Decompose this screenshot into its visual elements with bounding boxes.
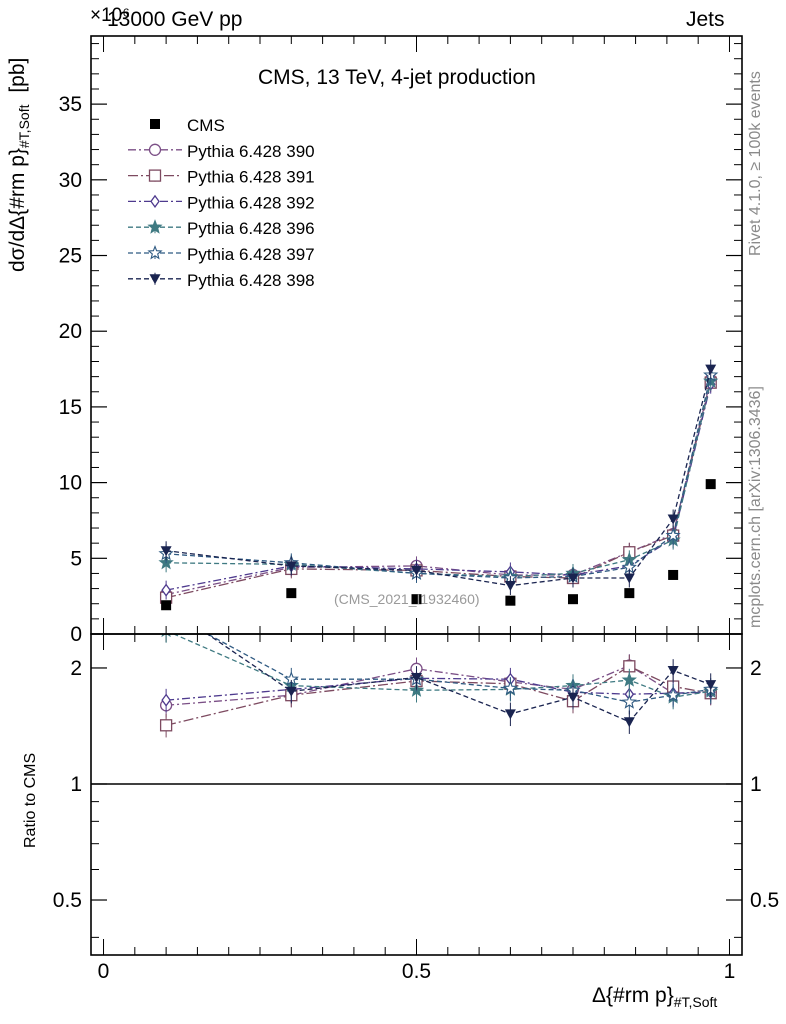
- cms-data-point: [161, 600, 172, 611]
- ratio-point: [705, 680, 717, 691]
- ratio-layer: [91, 634, 742, 785]
- legend-marker: [148, 169, 162, 182]
- ratio-line: [166, 677, 711, 701]
- ratio-point: [623, 717, 635, 728]
- ratio-y-tick-label: 1: [70, 773, 82, 796]
- data-point: [623, 573, 635, 584]
- x-tick-label: 0.5: [402, 960, 431, 983]
- ratio-line: [166, 664, 711, 706]
- main-plot-area: [158, 359, 719, 611]
- ratio-point: [411, 672, 422, 683]
- y-tick-label: 20: [59, 320, 82, 343]
- ratio-point: [161, 693, 171, 707]
- ratio-y-axis-label: Ratio to CMS: [22, 752, 39, 848]
- legend-cms-marker: [150, 119, 160, 129]
- cms-data-point: [286, 588, 297, 599]
- ratio-line: [206, 634, 711, 723]
- data-point: [411, 565, 422, 576]
- x-tick-label: 0: [98, 960, 110, 983]
- legend-marker: [150, 194, 160, 209]
- ratio-y-tick-label-right: 2: [750, 657, 762, 680]
- axis-ticks: 0 5 10 15 20 25 30 35 0 0.5 1 0.5 0.5 1 1 2 2: [53, 36, 779, 983]
- data-point: [665, 527, 681, 543]
- legend-label: Pythia 6.428 397: [187, 245, 315, 264]
- data-point: [285, 561, 297, 572]
- data-point: [161, 583, 171, 597]
- cms-data-point: [567, 594, 578, 605]
- ratio-point: [502, 680, 519, 695]
- legend-label: Pythia 6.428 398: [187, 271, 315, 290]
- x-tick-label: 1: [724, 960, 736, 983]
- ratio-y-tick-label-right: 1: [750, 773, 762, 796]
- data-point: [667, 514, 679, 525]
- y-axis-label-main: dσ/dΔ{#rm p}: [6, 148, 29, 272]
- y-tick-label: 0: [70, 623, 82, 646]
- y-tick-label: 10: [59, 472, 82, 495]
- data-point: [160, 546, 172, 557]
- ratio-point: [621, 672, 637, 687]
- ratio-point: [285, 686, 297, 697]
- series-line: [166, 374, 712, 579]
- series-cms-data: [161, 479, 716, 611]
- ratio-point: [665, 687, 681, 702]
- ratio-y-tick-label-right: 0.5: [750, 889, 779, 912]
- cms-data-point: [411, 594, 422, 605]
- y-axis-label-sub: #T,Soft: [16, 104, 33, 149]
- cms-data-point: [505, 595, 516, 606]
- y-tick-label: 35: [59, 93, 82, 116]
- legend-marker: [148, 143, 162, 156]
- data-point: [504, 581, 516, 592]
- cms-data-point: [705, 479, 716, 490]
- ratio-line: [172, 634, 711, 698]
- x-axis-label-main: Δ{#rm p}: [592, 984, 674, 1007]
- ratio-panel-frame: [90, 633, 743, 956]
- ratio-plot-area: [159, 634, 719, 738]
- cms-data-point: [624, 588, 635, 599]
- legend-marker: [147, 219, 163, 234]
- ratio-line: [206, 634, 711, 703]
- ratio-y-tick-label: 0.5: [53, 889, 82, 912]
- ratio-point: [567, 692, 579, 703]
- y-tick-label: 15: [59, 396, 82, 419]
- series-line: [166, 381, 712, 578]
- series-layer: [158, 359, 719, 611]
- ratio-point: [504, 709, 516, 720]
- ratio-series-391: [159, 654, 717, 738]
- mcplots-label: mcplots.cern.ch [arXiv:1306.3436]: [747, 386, 764, 628]
- legend-marker: [149, 274, 161, 285]
- x-axis-label: Δ{#rm p}#T,Soft: [592, 984, 717, 1010]
- legend-label: Pythia 6.428 390: [187, 142, 315, 161]
- legend: CMS Pythia 6.428 390 Pythia 6.428 391 Pythi…: [128, 116, 315, 290]
- rivet-label: Rivet 4.1.0, ≥ 100k events: [747, 71, 764, 256]
- process-label: 13000 GeV pp: [107, 8, 243, 31]
- legend-label: Pythia 6.428 392: [187, 193, 315, 212]
- y-axis-label: dσ/dΔ{#rm p}#T,Soft [pb]: [6, 58, 32, 272]
- data-point: [705, 364, 717, 375]
- y-axis-unit: [pb]: [6, 57, 29, 93]
- ratio-line: [165, 665, 711, 726]
- ratio-point: [159, 719, 173, 732]
- ratio-point: [621, 694, 637, 709]
- group-label: Jets: [686, 8, 725, 31]
- data-point: [567, 573, 579, 584]
- plot-title: CMS, 13 TeV, 4-jet production: [258, 66, 536, 89]
- y-exponent-marker: ×10⁶: [90, 5, 131, 26]
- ratio-point: [667, 665, 679, 676]
- ratio-series-398: [206, 634, 717, 734]
- ratio-series-397: [206, 634, 719, 715]
- y-tick-label: 25: [59, 245, 82, 268]
- legend-cms-label: CMS: [187, 116, 225, 135]
- series-line: [166, 368, 712, 587]
- legend-label: Pythia 6.428 391: [187, 168, 315, 187]
- ratio-y-tick-label: 2: [70, 657, 82, 680]
- y-tick-label: 5: [70, 547, 82, 570]
- analysis-tag: (CMS_2021_I1932460): [334, 591, 480, 607]
- x-axis-label-sub: #T,Soft: [673, 994, 718, 1011]
- y-tick-label: 30: [59, 169, 82, 192]
- legend-marker: [147, 244, 163, 260]
- legend-label: Pythia 6.428 396: [187, 219, 315, 238]
- series-398: [160, 359, 717, 596]
- cms-data-point: [668, 569, 679, 580]
